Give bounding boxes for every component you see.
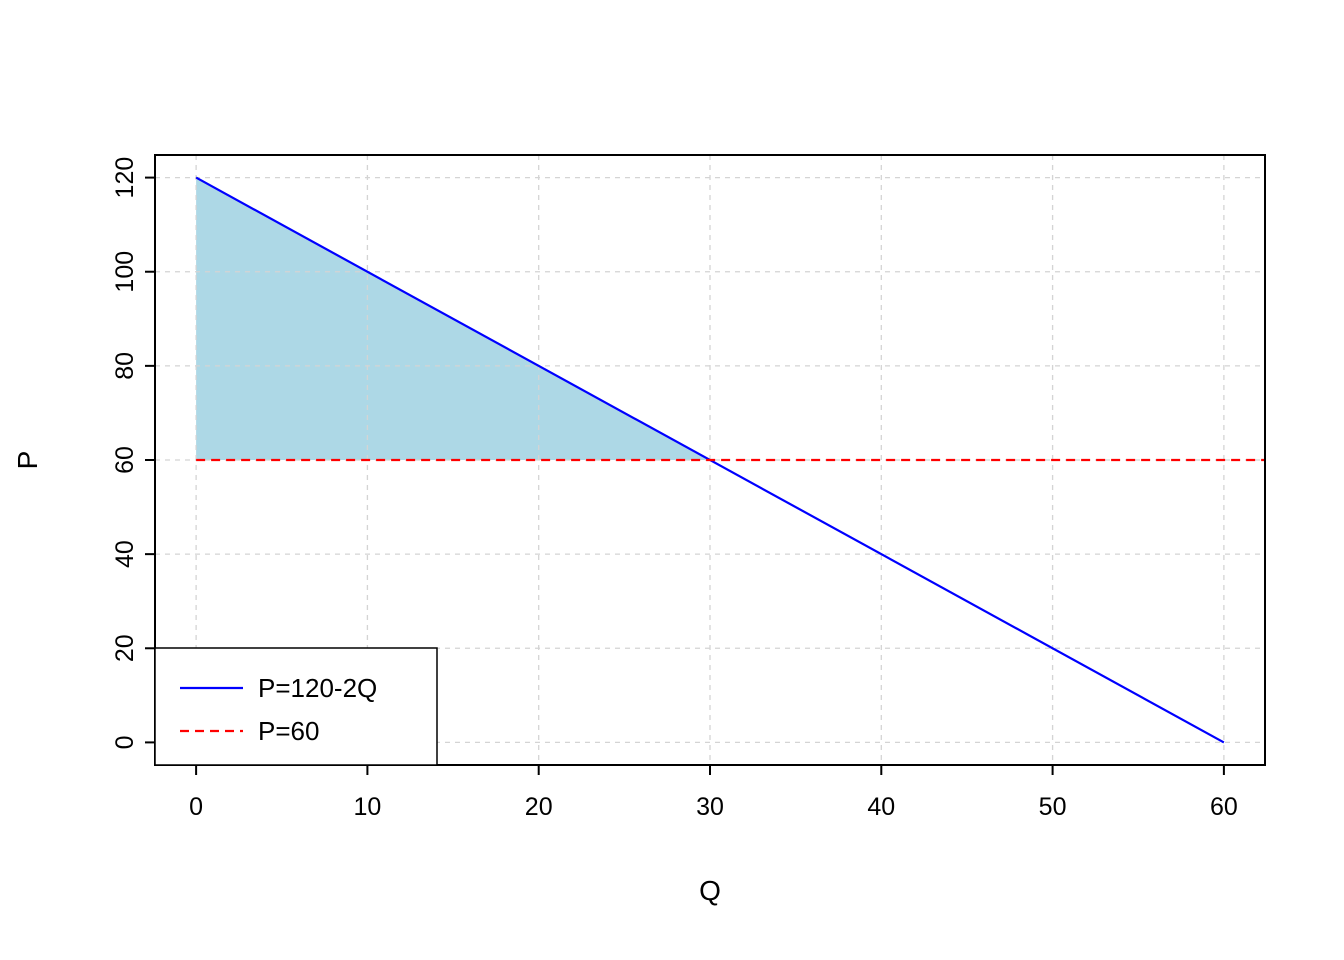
legend-label-1: P=60: [258, 716, 319, 746]
y-tick-label: 80: [111, 352, 139, 380]
x-tick-label: 0: [189, 793, 203, 821]
y-tick-label: 20: [111, 634, 139, 662]
y-tick-label: 60: [111, 446, 139, 474]
y-tick-label: 40: [111, 540, 139, 568]
x-axis-title: Q: [699, 875, 721, 906]
y-tick-label: 100: [111, 251, 139, 293]
legend-label-0: P=120-2Q: [258, 673, 377, 703]
y-tick-label: 0: [111, 735, 139, 749]
x-tick-label: 50: [1039, 793, 1067, 821]
y-axis-title: P: [12, 451, 43, 470]
x-tick-label: 20: [525, 793, 553, 821]
x-tick-label: 40: [867, 793, 895, 821]
x-tick-label: 10: [354, 793, 382, 821]
x-tick-label: 60: [1210, 793, 1238, 821]
x-tick-label: 30: [696, 793, 724, 821]
legend-box: [154, 647, 438, 766]
y-tick-label: 120: [111, 157, 139, 199]
